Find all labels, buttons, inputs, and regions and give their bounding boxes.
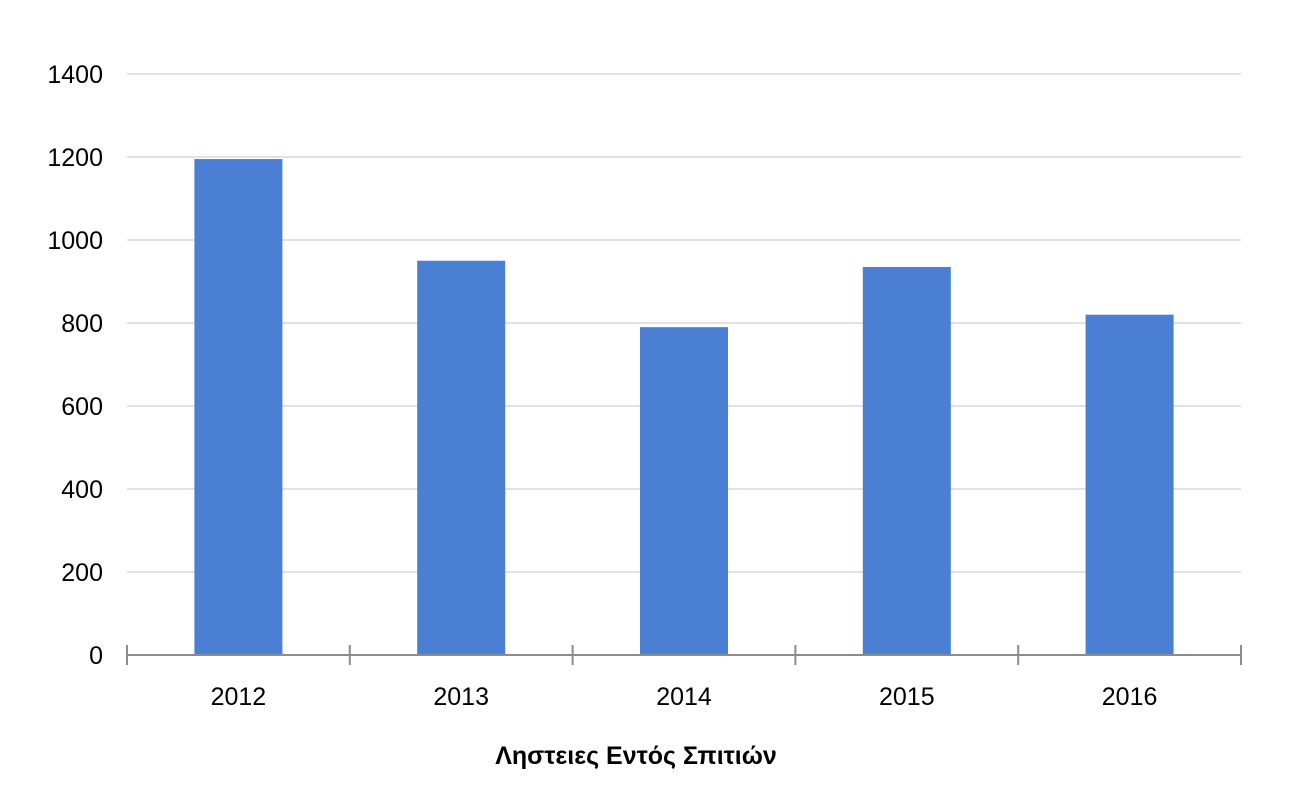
y-tick-label: 800 <box>61 310 103 338</box>
x-tick-labels: 2012 2013 2014 2015 2016 <box>211 683 1158 711</box>
bar-2012 <box>194 159 283 655</box>
x-tick-label: 2013 <box>433 683 489 711</box>
y-tick-label: 600 <box>61 393 103 421</box>
x-tick-label: 2016 <box>1102 683 1158 711</box>
y-tick-label: 1400 <box>47 61 103 89</box>
x-tick-label: 2014 <box>656 683 712 711</box>
y-tick-label: 200 <box>61 559 103 587</box>
bars <box>194 159 1174 655</box>
x-tick-label: 2015 <box>879 683 935 711</box>
y-tick-label: 400 <box>61 476 103 504</box>
bar-2014 <box>640 327 728 655</box>
bar-2013 <box>417 260 506 655</box>
y-tick-label: 1200 <box>47 144 103 172</box>
y-tick-labels: 0 200 400 600 800 1000 1200 1400 <box>47 61 103 670</box>
x-axis <box>126 645 1242 665</box>
bar-2015 <box>862 266 951 655</box>
x-axis-title: Ληστειες Εντός Σπιτιών <box>495 742 777 770</box>
y-tick-label: 1000 <box>47 227 103 255</box>
x-tick-label: 2012 <box>211 683 267 711</box>
y-tick-label: 0 <box>89 642 103 670</box>
bar-2016 <box>1085 314 1174 655</box>
